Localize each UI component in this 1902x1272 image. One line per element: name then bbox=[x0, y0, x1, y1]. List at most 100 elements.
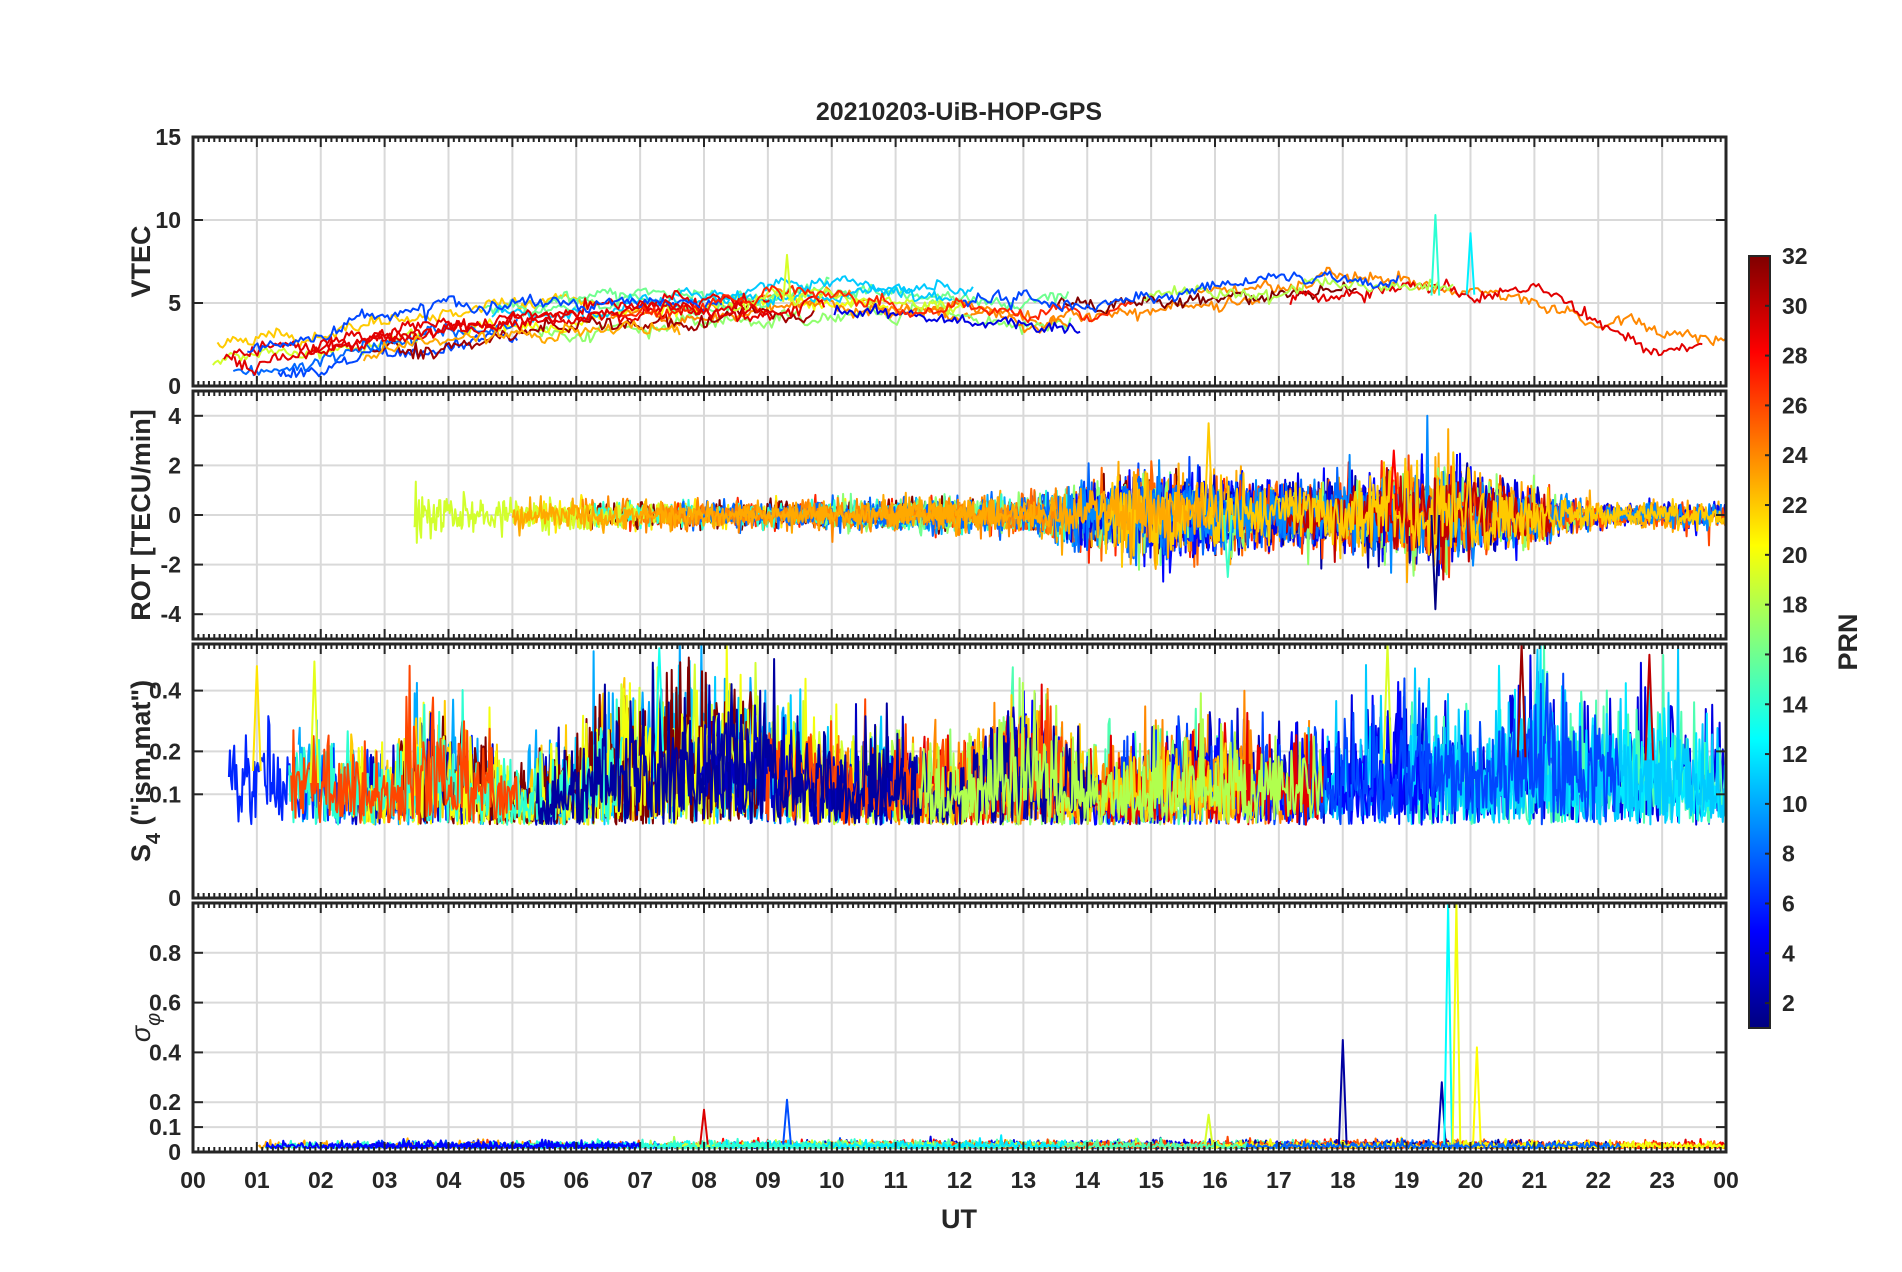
series-line bbox=[288, 689, 624, 826]
x-tick-label: 21 bbox=[1522, 1167, 1548, 1193]
colorbar-tick-label: 14 bbox=[1782, 691, 1808, 717]
colorbar-tick-label: 2 bbox=[1782, 990, 1795, 1016]
y-tick-label: 0.8 bbox=[149, 940, 181, 966]
y-tick-label: 0.4 bbox=[149, 678, 181, 704]
y-tick-label: -4 bbox=[161, 601, 182, 627]
y-label-main: S bbox=[126, 844, 156, 862]
x-tick-label: 07 bbox=[627, 1167, 653, 1193]
y-tick-label: 2 bbox=[168, 452, 181, 478]
y-axis-label-sigma_phi: σφ bbox=[126, 1013, 165, 1042]
series-spike bbox=[782, 1098, 792, 1145]
x-tick-labels: 00 01 02 03 04 05 06 07 08 09 10 11 12 13 14 15 16 17 18 19… bbox=[180, 1167, 1739, 1193]
series-spike bbox=[654, 647, 665, 752]
colorbar-tick-label: 28 bbox=[1782, 343, 1808, 369]
y-label-main: σ bbox=[126, 1024, 156, 1042]
x-tick-label: 16 bbox=[1202, 1167, 1228, 1193]
x-tick-label: 11 bbox=[883, 1167, 908, 1193]
traces-rot bbox=[413, 414, 1727, 611]
series-spike bbox=[1222, 514, 1233, 578]
y-tick-label: 4 bbox=[168, 403, 181, 429]
x-tick-label: 00 bbox=[1713, 1167, 1739, 1193]
y-tick-label: 0.1 bbox=[149, 1114, 181, 1140]
y-tick-label: 0 bbox=[168, 1139, 181, 1165]
y-tick-label: 0 bbox=[168, 502, 181, 528]
x-tick-label: 13 bbox=[1011, 1167, 1037, 1193]
series-line bbox=[1195, 266, 1727, 347]
series-line bbox=[1143, 276, 1454, 305]
series-spike bbox=[309, 660, 320, 784]
y-tick-label: 0 bbox=[168, 373, 181, 399]
x-tick-label: 20 bbox=[1458, 1167, 1484, 1193]
colorbar-tick-label: 18 bbox=[1782, 592, 1808, 618]
colorbar-frame bbox=[1748, 255, 1771, 1029]
x-tick-label: 01 bbox=[244, 1167, 270, 1193]
panel-vtec: 0 5 10 15 VTEC bbox=[126, 124, 1728, 399]
y-label-rest: ("ism.mat") bbox=[126, 680, 156, 833]
traces-sigma_phi bbox=[257, 902, 1727, 1150]
chart-title: 20210203-UiB-HOP-GPS bbox=[816, 98, 1102, 126]
y-tick-label: 0.2 bbox=[149, 1089, 181, 1115]
colorbar-tick-label: 26 bbox=[1782, 392, 1808, 418]
x-tick-label: 04 bbox=[436, 1167, 462, 1193]
series-spike bbox=[1443, 902, 1453, 1145]
series-spike bbox=[1430, 214, 1441, 296]
series-line bbox=[1056, 281, 1357, 316]
x-tick-label: 18 bbox=[1330, 1167, 1356, 1193]
colorbar-tick-label: 10 bbox=[1782, 791, 1808, 817]
x-tick-label: 17 bbox=[1266, 1167, 1292, 1193]
series-line bbox=[610, 284, 1134, 324]
series-spike bbox=[1472, 1046, 1482, 1145]
colorbar-tick-label: 8 bbox=[1782, 841, 1795, 867]
x-tick-label: 08 bbox=[691, 1167, 717, 1193]
traces-s4 bbox=[227, 643, 1727, 826]
y-tick-label: 0.2 bbox=[149, 738, 181, 764]
series-line bbox=[309, 295, 826, 354]
y-axis-label-vtec: VTEC bbox=[126, 225, 156, 297]
series-spike bbox=[1465, 232, 1476, 295]
colorbar-tick-label: 24 bbox=[1782, 442, 1808, 468]
series-line bbox=[216, 292, 598, 349]
grid-sigma_phi bbox=[193, 903, 1726, 1152]
y-label-sub: 4 bbox=[143, 832, 165, 844]
x-tick-label: 10 bbox=[819, 1167, 845, 1193]
series-line bbox=[670, 275, 974, 301]
x-axis-label: UT bbox=[941, 1204, 977, 1234]
series-spike bbox=[1430, 514, 1441, 611]
y-label-sub: φ bbox=[143, 1013, 165, 1026]
series-line bbox=[362, 320, 681, 362]
colorbar-tick-label: 32 bbox=[1782, 243, 1808, 269]
x-tick-label: 09 bbox=[755, 1167, 781, 1193]
x-tick-label: 03 bbox=[372, 1167, 398, 1193]
colorbar-label: PRN bbox=[1833, 613, 1863, 670]
grid-vtec bbox=[193, 137, 1726, 386]
ticks-vtec bbox=[192, 136, 1727, 387]
y-tick-label: -2 bbox=[161, 552, 181, 578]
ticks-sigma_phi bbox=[192, 903, 1727, 1153]
panel-rot: -4 -2 0 2 4 ROT [TECU/min] bbox=[126, 389, 1728, 641]
series-spike bbox=[699, 1108, 709, 1145]
colorbar-tick-label: 6 bbox=[1782, 890, 1795, 916]
x-tick-label: 19 bbox=[1394, 1167, 1420, 1193]
y-tick-label: 5 bbox=[168, 290, 181, 316]
x-tick-label: 23 bbox=[1649, 1167, 1675, 1193]
ticks-s4 bbox=[192, 644, 1727, 899]
x-tick-label: 14 bbox=[1074, 1167, 1100, 1193]
y-tick-label: 0.6 bbox=[149, 990, 181, 1016]
x-tick-label: 02 bbox=[308, 1167, 334, 1193]
series-spike bbox=[252, 665, 262, 772]
colorbar-tick-label: 4 bbox=[1782, 940, 1795, 966]
series-spike bbox=[1451, 902, 1462, 1145]
x-tick-label: 06 bbox=[563, 1167, 589, 1193]
panel-sigma_phi: 00.10.2 0.4 0.6 0.8 σφ bbox=[126, 901, 1728, 1165]
x-tick-label: 12 bbox=[947, 1167, 973, 1193]
y-tick-label: 15 bbox=[155, 124, 181, 150]
y-axis-label-s4: S4 ("ism.mat") bbox=[126, 680, 165, 862]
colorbar-tick-label: 20 bbox=[1782, 542, 1808, 568]
series-line bbox=[372, 302, 815, 360]
series-line bbox=[833, 302, 1081, 334]
x-tick-label: 00 bbox=[180, 1167, 206, 1193]
traces-vtec bbox=[212, 214, 1727, 379]
